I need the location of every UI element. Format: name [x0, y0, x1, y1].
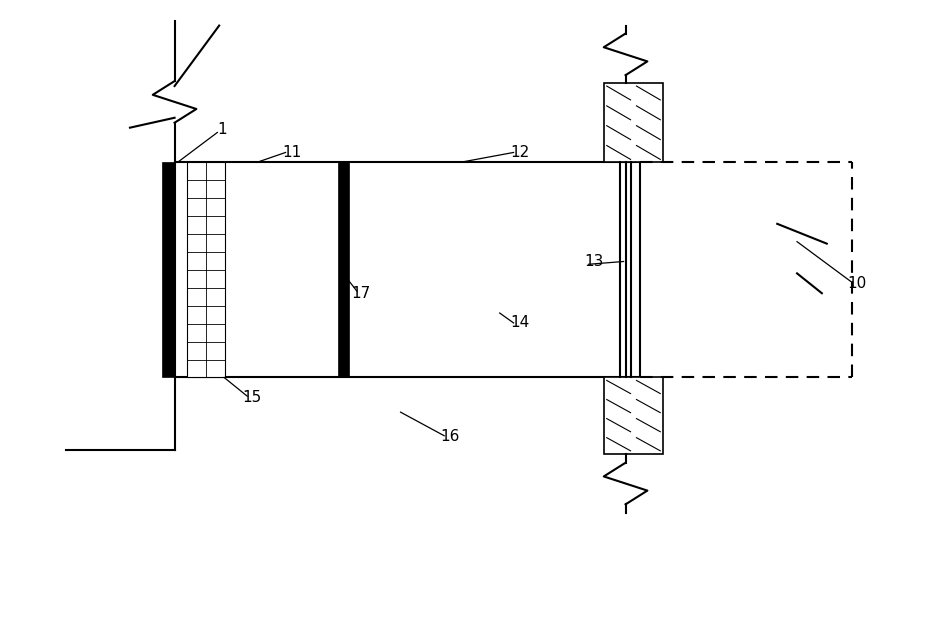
Bar — [603, 83, 663, 163]
Text: 16: 16 — [440, 429, 459, 444]
Bar — [187, 163, 225, 377]
Text: 1: 1 — [217, 122, 226, 137]
Bar — [161, 163, 174, 377]
Text: 17: 17 — [351, 285, 370, 301]
Bar — [174, 163, 639, 377]
Text: 10: 10 — [846, 276, 865, 291]
Text: 12: 12 — [509, 145, 529, 160]
Bar — [337, 163, 348, 377]
Text: 13: 13 — [584, 254, 603, 269]
Text: 15: 15 — [242, 390, 261, 404]
Bar — [603, 377, 663, 454]
Text: 11: 11 — [281, 145, 301, 160]
Text: 14: 14 — [509, 315, 529, 330]
